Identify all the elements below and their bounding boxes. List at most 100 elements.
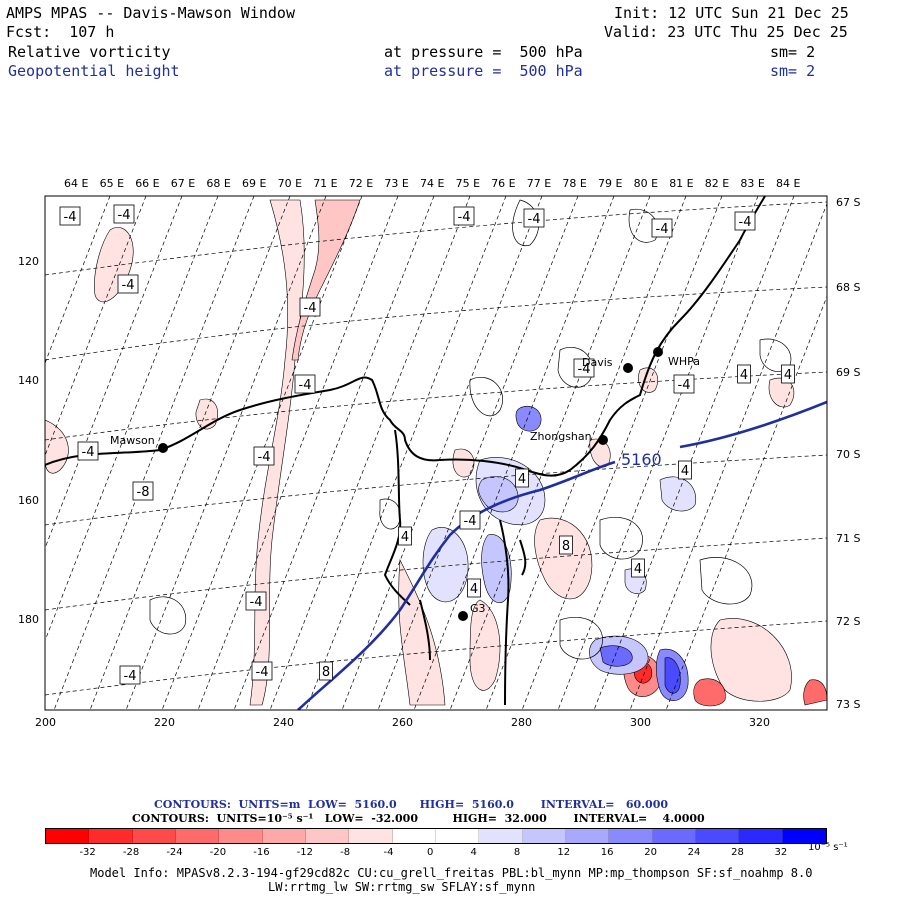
init-time: Init: 12 UTC Sun 21 Dec 25 — [614, 4, 849, 22]
station-marker-whpa — [653, 347, 663, 357]
contour-label-box — [573, 358, 595, 378]
longitude-label: 82 E — [704, 177, 730, 190]
contour-label-box — [253, 446, 275, 466]
colorbar — [45, 828, 827, 844]
contour-label-box — [737, 364, 751, 384]
contour-label-box — [119, 665, 141, 685]
colorbar-swatch — [435, 829, 480, 843]
contour-label: 4 — [401, 530, 409, 545]
contour-label-box — [294, 374, 316, 394]
contour-label: 8 — [562, 539, 570, 554]
longitude-label: 70 E — [277, 177, 303, 190]
contour-label: -4 — [578, 362, 591, 377]
height-contour-info: CONTOURS: UNITS=m LOW= 5160.0 HIGH= 5160… — [154, 798, 668, 811]
colorbar-swatch — [262, 829, 306, 843]
colorbar-swatch — [479, 829, 523, 843]
colorbar-label: 12 — [557, 847, 571, 858]
x-tick-label: 240 — [273, 716, 294, 729]
contour-label-box — [398, 526, 412, 546]
contour-label: -4 — [124, 669, 137, 684]
contour-label: -4 — [678, 378, 691, 393]
latitude-grid-lines — [45, 201, 827, 696]
contour-label-box — [77, 441, 99, 461]
colorbar-swatch — [695, 829, 740, 843]
contour-label: -4 — [299, 378, 312, 393]
latitude-label: 70 S — [836, 448, 861, 461]
contour-label-box — [559, 535, 573, 555]
contour-label-box — [132, 481, 154, 501]
contour-label: -4 — [304, 301, 317, 316]
longitude-label: 71 E — [313, 177, 338, 190]
station-label-mawson: Mawson — [110, 434, 155, 447]
contour-label-box — [453, 206, 475, 226]
colorbar-units: 10⁻⁵ s⁻¹ — [808, 842, 848, 853]
colorbar-label: -8 — [340, 847, 351, 858]
contour-label-box — [673, 374, 695, 394]
field1-smooth: sm= 2 — [770, 43, 816, 61]
field2-name: Geopotential height — [8, 62, 180, 80]
latitude-label: 67 S — [836, 196, 861, 209]
station-label-davis: Davis — [582, 356, 613, 369]
field1-pressure: at pressure = 500 hPa — [384, 43, 583, 61]
colorbar-label: -16 — [253, 847, 270, 858]
station-marker-mawson — [158, 443, 168, 453]
x-tick-label: 320 — [749, 716, 770, 729]
contour-label-box — [117, 274, 139, 294]
model-info-line1: Model Info: MPASv8.2.3-194-gf29cd82c CU:… — [90, 866, 813, 880]
vorticity-contour-info: CONTOURS: UNITS=10⁻⁵ s⁻¹ LOW= -32.000 HI… — [132, 812, 705, 825]
colorbar-label: -20 — [209, 847, 227, 858]
contour-label-box — [467, 578, 481, 598]
colorbar-swatch — [609, 829, 653, 843]
longitude-label: 80 E — [633, 177, 659, 190]
colorbar-label: 20 — [644, 847, 657, 858]
contour-label: -4 — [656, 222, 669, 237]
longitude-label: 77 E — [526, 177, 552, 190]
x-tick-label: 200 — [35, 716, 56, 729]
longitude-label: 78 E — [562, 177, 587, 190]
colorbar-label: -28 — [122, 847, 140, 858]
contour-label-box — [245, 591, 267, 611]
contour-label-box — [251, 661, 273, 681]
longitude-label: 76 E — [491, 177, 516, 190]
contour-label-box — [299, 297, 321, 317]
negative-vorticity-shading — [45, 199, 827, 707]
colorbar-label: 16 — [600, 847, 614, 858]
latitude-label: 72 S — [836, 615, 861, 628]
y-tick-label: 180 — [18, 613, 39, 626]
station-label-whpa: WHPa — [668, 355, 700, 368]
colorbar-swatch — [175, 829, 220, 843]
contour-label-box — [59, 206, 81, 226]
contour-label: -4 — [528, 212, 541, 227]
valid-time: Valid: 23 UTC Thu 25 Dec 25 — [604, 23, 848, 41]
contour-label-box — [651, 218, 673, 238]
contour-label: -8 — [137, 485, 150, 500]
contour-label: -4 — [250, 595, 263, 610]
contour-label-box — [631, 558, 645, 578]
station-label-zhongshan: Zhongshan — [530, 430, 592, 443]
contour-label: -4 — [458, 210, 471, 225]
longitude-label: 73 E — [384, 177, 409, 190]
longitude-label: 74 E — [420, 177, 445, 190]
contour-label: -4 — [256, 665, 269, 680]
longitude-label: 65 E — [99, 177, 125, 190]
colorbar-label: -12 — [296, 847, 313, 858]
contour-label-box — [459, 510, 481, 530]
field2-pressure: at pressure = 500 hPa — [384, 62, 583, 80]
colorbar-swatch — [522, 829, 566, 843]
colorbar-label: -24 — [166, 847, 183, 858]
x-tick-label: 220 — [154, 716, 175, 729]
model-info-line2: LW:rrtmg_lw SW:rrtmg_sw SFLAY:sf_mynn — [268, 880, 536, 894]
contour-label-box — [319, 661, 333, 681]
y-tick-label: 120 — [18, 255, 39, 268]
station-marker-g3 — [458, 611, 468, 621]
forecast-hour: Fcst: 107 h — [6, 23, 115, 41]
height-contour-5160 — [297, 400, 827, 710]
colorbar-label: 32 — [774, 847, 788, 858]
colorbar-label: -32 — [79, 847, 96, 858]
contour-label: -4 — [82, 445, 95, 460]
colorbar-label: 24 — [687, 847, 701, 858]
longitude-label: 68 E — [206, 177, 231, 190]
contour-label: -4 — [739, 215, 752, 230]
y-tick-label: 140 — [18, 374, 39, 387]
